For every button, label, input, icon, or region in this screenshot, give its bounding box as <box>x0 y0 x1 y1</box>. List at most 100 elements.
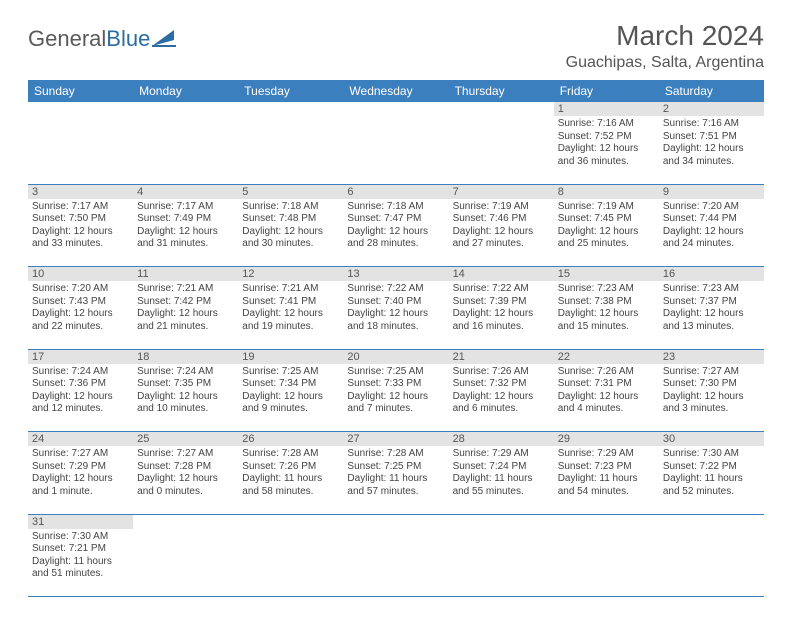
day-cell: Sunrise: 7:26 AMSunset: 7:31 PMDaylight:… <box>554 364 659 432</box>
day-details: Sunrise: 7:30 AMSunset: 7:22 PMDaylight:… <box>663 448 760 498</box>
day-cell: Sunrise: 7:28 AMSunset: 7:26 PMDaylight:… <box>238 446 343 514</box>
day-number: 30 <box>659 432 764 447</box>
daynum-row: 17181920212223 <box>28 349 764 364</box>
day-number: 23 <box>659 349 764 364</box>
day-cell <box>554 529 659 597</box>
day-cell: Sunrise: 7:25 AMSunset: 7:34 PMDaylight:… <box>238 364 343 432</box>
daynum-row: 12 <box>28 102 764 116</box>
day-cell: Sunrise: 7:19 AMSunset: 7:45 PMDaylight:… <box>554 199 659 267</box>
day-cell: Sunrise: 7:21 AMSunset: 7:42 PMDaylight:… <box>133 281 238 349</box>
day-number: 2 <box>659 102 764 116</box>
day-number: 15 <box>554 267 659 282</box>
day-cell: Sunrise: 7:20 AMSunset: 7:43 PMDaylight:… <box>28 281 133 349</box>
week-row: Sunrise: 7:20 AMSunset: 7:43 PMDaylight:… <box>28 281 764 349</box>
day-cell <box>449 116 554 184</box>
day-number <box>449 102 554 116</box>
day-details: Sunrise: 7:21 AMSunset: 7:41 PMDaylight:… <box>242 283 339 333</box>
logo-flag-icon <box>152 30 178 48</box>
day-cell: Sunrise: 7:30 AMSunset: 7:21 PMDaylight:… <box>28 529 133 597</box>
logo-text-1: General <box>28 26 106 52</box>
day-number: 22 <box>554 349 659 364</box>
day-details: Sunrise: 7:27 AMSunset: 7:30 PMDaylight:… <box>663 366 760 416</box>
day-cell: Sunrise: 7:27 AMSunset: 7:29 PMDaylight:… <box>28 446 133 514</box>
daynum-row: 31 <box>28 514 764 529</box>
day-cell: Sunrise: 7:24 AMSunset: 7:36 PMDaylight:… <box>28 364 133 432</box>
day-cell: Sunrise: 7:16 AMSunset: 7:51 PMDaylight:… <box>659 116 764 184</box>
day-cell: Sunrise: 7:23 AMSunset: 7:38 PMDaylight:… <box>554 281 659 349</box>
day-cell: Sunrise: 7:22 AMSunset: 7:40 PMDaylight:… <box>343 281 448 349</box>
day-details: Sunrise: 7:20 AMSunset: 7:43 PMDaylight:… <box>32 283 129 333</box>
day-number <box>133 514 238 529</box>
day-number: 21 <box>449 349 554 364</box>
day-number <box>659 514 764 529</box>
day-number: 8 <box>554 184 659 199</box>
day-details: Sunrise: 7:22 AMSunset: 7:39 PMDaylight:… <box>453 283 550 333</box>
weekday-header: Friday <box>554 80 659 102</box>
day-details: Sunrise: 7:27 AMSunset: 7:29 PMDaylight:… <box>32 448 129 498</box>
day-number: 9 <box>659 184 764 199</box>
day-details: Sunrise: 7:23 AMSunset: 7:37 PMDaylight:… <box>663 283 760 333</box>
day-cell: Sunrise: 7:26 AMSunset: 7:32 PMDaylight:… <box>449 364 554 432</box>
day-cell: Sunrise: 7:23 AMSunset: 7:37 PMDaylight:… <box>659 281 764 349</box>
day-cell <box>238 116 343 184</box>
day-cell: Sunrise: 7:27 AMSunset: 7:28 PMDaylight:… <box>133 446 238 514</box>
day-number: 29 <box>554 432 659 447</box>
weekday-header: Tuesday <box>238 80 343 102</box>
day-cell: Sunrise: 7:17 AMSunset: 7:49 PMDaylight:… <box>133 199 238 267</box>
day-number <box>238 102 343 116</box>
day-cell <box>28 116 133 184</box>
weekday-header-row: Sunday Monday Tuesday Wednesday Thursday… <box>28 80 764 102</box>
day-details: Sunrise: 7:21 AMSunset: 7:42 PMDaylight:… <box>137 283 234 333</box>
day-details: Sunrise: 7:25 AMSunset: 7:34 PMDaylight:… <box>242 366 339 416</box>
day-number <box>449 514 554 529</box>
day-details: Sunrise: 7:29 AMSunset: 7:24 PMDaylight:… <box>453 448 550 498</box>
day-number: 12 <box>238 267 343 282</box>
title-block: March 2024 Guachipas, Salta, Argentina <box>566 20 764 72</box>
day-number <box>28 102 133 116</box>
day-cell: Sunrise: 7:28 AMSunset: 7:25 PMDaylight:… <box>343 446 448 514</box>
day-number: 25 <box>133 432 238 447</box>
logo: GeneralBlue <box>28 26 178 52</box>
day-details: Sunrise: 7:28 AMSunset: 7:26 PMDaylight:… <box>242 448 339 498</box>
day-number: 1 <box>554 102 659 116</box>
weekday-header: Saturday <box>659 80 764 102</box>
day-number <box>133 102 238 116</box>
day-number: 17 <box>28 349 133 364</box>
day-number: 11 <box>133 267 238 282</box>
day-number: 20 <box>343 349 448 364</box>
day-number: 24 <box>28 432 133 447</box>
day-number: 4 <box>133 184 238 199</box>
daynum-row: 10111213141516 <box>28 267 764 282</box>
day-cell: Sunrise: 7:27 AMSunset: 7:30 PMDaylight:… <box>659 364 764 432</box>
day-cell: Sunrise: 7:30 AMSunset: 7:22 PMDaylight:… <box>659 446 764 514</box>
day-details: Sunrise: 7:17 AMSunset: 7:50 PMDaylight:… <box>32 201 129 251</box>
day-cell <box>238 529 343 597</box>
day-cell: Sunrise: 7:18 AMSunset: 7:47 PMDaylight:… <box>343 199 448 267</box>
day-number: 14 <box>449 267 554 282</box>
week-row: Sunrise: 7:24 AMSunset: 7:36 PMDaylight:… <box>28 364 764 432</box>
day-cell: Sunrise: 7:24 AMSunset: 7:35 PMDaylight:… <box>133 364 238 432</box>
day-number: 28 <box>449 432 554 447</box>
day-details: Sunrise: 7:26 AMSunset: 7:31 PMDaylight:… <box>558 366 655 416</box>
day-cell: Sunrise: 7:21 AMSunset: 7:41 PMDaylight:… <box>238 281 343 349</box>
day-cell <box>133 116 238 184</box>
logo-text-2: Blue <box>106 26 150 52</box>
day-details: Sunrise: 7:18 AMSunset: 7:47 PMDaylight:… <box>347 201 444 251</box>
location: Guachipas, Salta, Argentina <box>566 54 764 72</box>
week-row: Sunrise: 7:27 AMSunset: 7:29 PMDaylight:… <box>28 446 764 514</box>
day-number: 6 <box>343 184 448 199</box>
day-number: 5 <box>238 184 343 199</box>
day-cell: Sunrise: 7:25 AMSunset: 7:33 PMDaylight:… <box>343 364 448 432</box>
day-cell: Sunrise: 7:19 AMSunset: 7:46 PMDaylight:… <box>449 199 554 267</box>
day-number: 18 <box>133 349 238 364</box>
day-number: 26 <box>238 432 343 447</box>
day-details: Sunrise: 7:16 AMSunset: 7:51 PMDaylight:… <box>663 118 760 168</box>
day-cell <box>343 116 448 184</box>
day-cell: Sunrise: 7:18 AMSunset: 7:48 PMDaylight:… <box>238 199 343 267</box>
day-number <box>343 102 448 116</box>
day-cell <box>449 529 554 597</box>
day-details: Sunrise: 7:22 AMSunset: 7:40 PMDaylight:… <box>347 283 444 333</box>
day-cell: Sunrise: 7:22 AMSunset: 7:39 PMDaylight:… <box>449 281 554 349</box>
day-number: 3 <box>28 184 133 199</box>
day-number <box>238 514 343 529</box>
